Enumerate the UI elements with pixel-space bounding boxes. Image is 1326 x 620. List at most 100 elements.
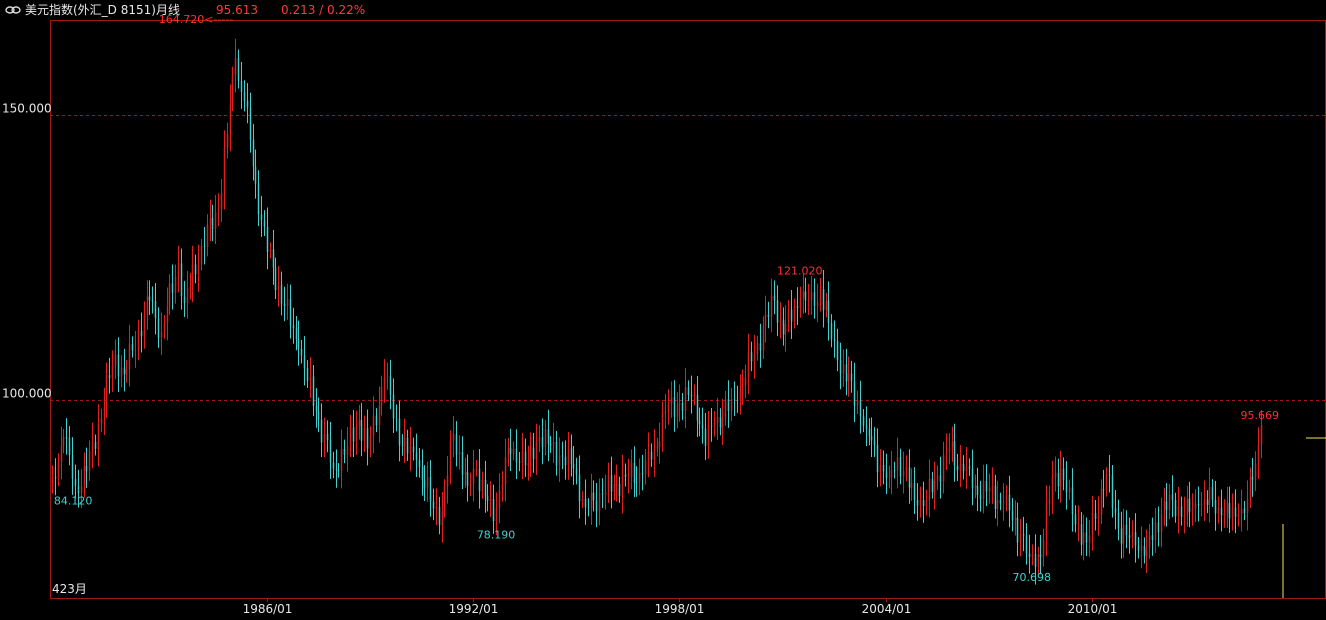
candle <box>1071 468 1074 532</box>
candle <box>423 465 426 502</box>
candle <box>902 451 905 494</box>
candle <box>776 285 779 337</box>
candle <box>289 284 292 339</box>
candle <box>151 286 154 314</box>
x-tick-label-1: 1992/01 <box>449 602 499 616</box>
candle <box>412 437 415 461</box>
candle <box>908 449 911 504</box>
candle <box>741 369 744 406</box>
candle <box>85 447 88 488</box>
candle <box>673 380 676 432</box>
candle <box>438 496 441 535</box>
candle <box>529 432 532 477</box>
candle <box>830 314 833 348</box>
candle <box>839 342 842 390</box>
candle <box>707 410 710 459</box>
candle <box>432 488 435 521</box>
candle <box>888 465 891 489</box>
candle <box>862 408 865 433</box>
candle <box>1168 484 1171 520</box>
candle <box>352 410 355 458</box>
candle <box>489 481 492 517</box>
candle <box>578 455 581 519</box>
candle <box>782 307 785 346</box>
candle <box>320 403 323 458</box>
candle <box>779 302 782 339</box>
candle <box>1108 455 1111 493</box>
candle <box>220 179 223 223</box>
candle <box>764 295 767 343</box>
candle <box>1186 485 1189 527</box>
candle <box>853 362 856 423</box>
candle <box>661 401 664 452</box>
candle <box>91 422 94 469</box>
candle <box>633 446 636 498</box>
candle <box>189 272 192 300</box>
candle <box>945 433 948 470</box>
candle <box>1065 461 1068 510</box>
candle <box>94 434 97 456</box>
candle <box>870 417 873 457</box>
candle <box>581 491 584 509</box>
candle <box>552 422 555 463</box>
candle <box>65 418 68 455</box>
candle <box>461 436 464 489</box>
candle <box>512 441 515 461</box>
candle <box>767 301 770 329</box>
candle <box>203 226 206 265</box>
candle <box>613 474 616 501</box>
candle <box>670 381 673 418</box>
candle <box>323 417 326 458</box>
candle <box>443 479 446 518</box>
candle <box>601 478 604 508</box>
candle <box>246 83 249 124</box>
candle <box>696 375 699 438</box>
candle <box>1143 537 1146 564</box>
candle <box>656 437 659 457</box>
candle <box>770 278 773 333</box>
candle <box>123 348 126 392</box>
candle <box>974 474 977 499</box>
candle <box>1100 479 1103 524</box>
candle <box>486 484 489 512</box>
candle <box>383 359 386 403</box>
candle <box>1148 523 1151 559</box>
candle <box>868 418 871 446</box>
candle <box>624 463 627 487</box>
candle <box>804 277 807 313</box>
candle <box>492 484 495 534</box>
candle <box>464 457 467 488</box>
candle <box>1005 485 1008 512</box>
candle <box>131 336 134 358</box>
candle <box>466 454 469 502</box>
candle <box>183 280 186 318</box>
candle <box>630 449 633 490</box>
candle <box>1228 486 1231 533</box>
candle <box>429 460 432 517</box>
candle <box>988 473 991 504</box>
candle <box>498 473 501 524</box>
candle <box>813 278 816 319</box>
candle <box>532 432 535 473</box>
candle <box>827 281 830 341</box>
candle <box>1217 496 1220 524</box>
candle <box>604 474 607 510</box>
candle <box>856 390 859 415</box>
candle <box>939 456 942 499</box>
candle <box>217 193 220 226</box>
candle <box>326 420 329 453</box>
link-icon[interactable] <box>5 5 21 15</box>
candle <box>1145 529 1148 573</box>
candle <box>739 374 742 415</box>
candle <box>214 195 217 245</box>
candle <box>197 244 200 292</box>
candle <box>736 385 739 413</box>
candle <box>1122 508 1125 558</box>
candle <box>392 378 395 433</box>
candle <box>845 348 848 396</box>
candle <box>1174 492 1177 523</box>
candle <box>441 492 444 543</box>
candle <box>524 438 527 477</box>
candle <box>1111 464 1114 518</box>
